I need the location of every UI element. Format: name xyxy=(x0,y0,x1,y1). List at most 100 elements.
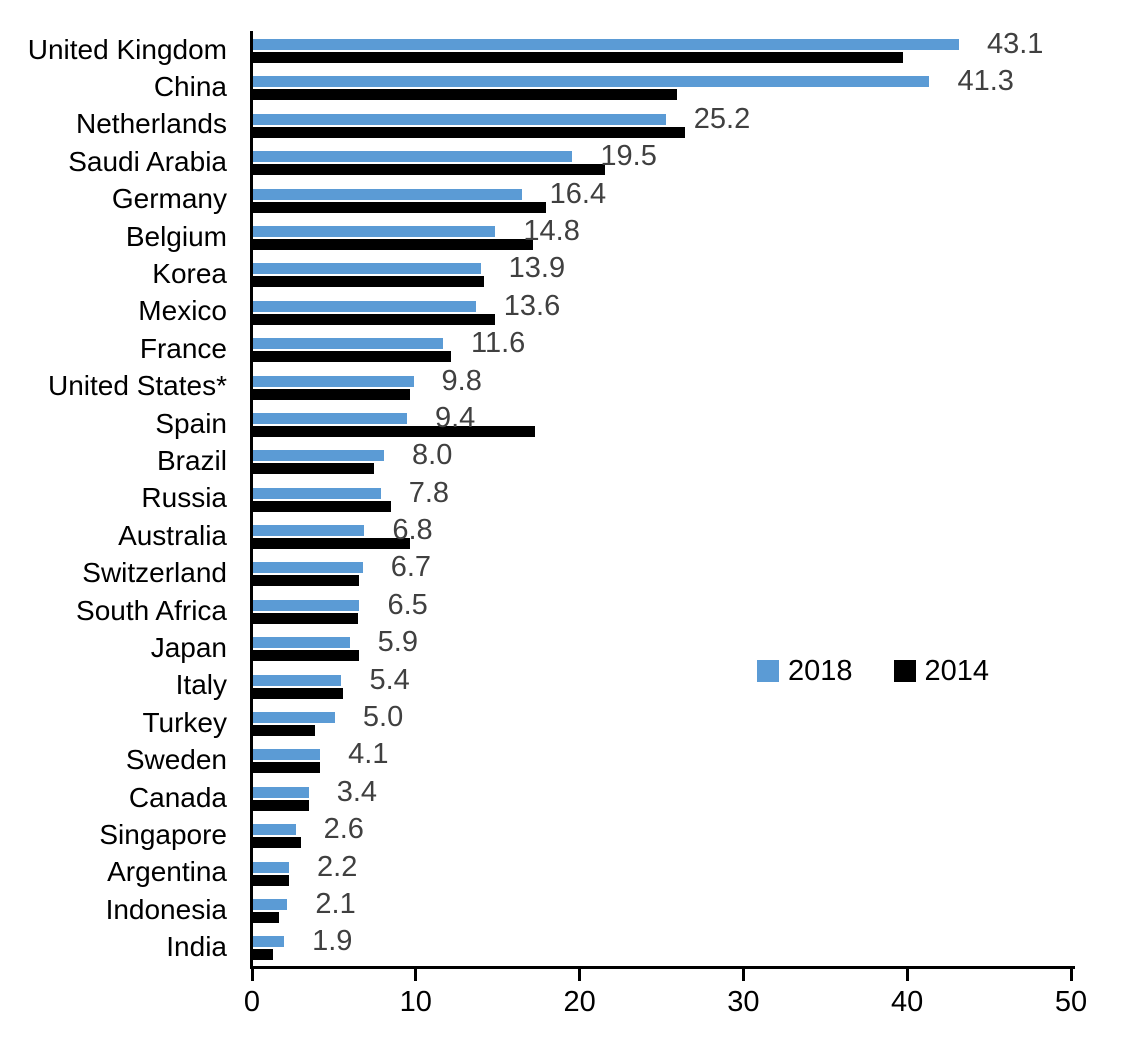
bar-2014 xyxy=(253,949,273,961)
category-label: Mexico xyxy=(138,295,227,327)
value-label: 7.8 xyxy=(408,476,450,509)
chart-row: Belgium 14.8 xyxy=(0,215,1123,255)
value-label: 16.4 xyxy=(549,177,607,210)
value-label: 2.2 xyxy=(317,850,358,883)
chart-row: France 11.6 xyxy=(0,327,1123,367)
x-axis-tick-label: 30 xyxy=(727,986,760,1018)
category-label: China xyxy=(153,71,227,103)
category-label: Italy xyxy=(175,669,227,701)
value-label: 41.3 xyxy=(957,65,1014,98)
bar-2018 xyxy=(253,375,414,387)
bar-2018 xyxy=(253,749,321,761)
bar-2014 xyxy=(253,351,452,363)
category-label: Sweden xyxy=(125,744,227,776)
chart-row: China 41.3 xyxy=(0,65,1123,105)
bar-2014 xyxy=(253,799,309,811)
bar-2018 xyxy=(253,861,290,873)
x-axis-tick xyxy=(414,969,418,981)
bar-2018 xyxy=(253,674,342,686)
legend: 2018 2014 xyxy=(757,655,989,687)
bar-2018 xyxy=(253,599,360,611)
value-label: 5.4 xyxy=(369,663,410,696)
x-axis-line xyxy=(250,966,1075,969)
bar-2014 xyxy=(253,238,534,250)
chart-row: Saudi Arabia 19.5 xyxy=(0,141,1123,180)
category-label: South Africa xyxy=(76,594,227,626)
value-label: 25.2 xyxy=(693,102,751,135)
chart-row: Singapore 2.6 xyxy=(0,814,1123,853)
category-label: Belgium xyxy=(125,220,227,252)
category-label: Russia xyxy=(141,482,227,514)
value-label: 11.6 xyxy=(471,327,526,360)
y-axis-line xyxy=(250,31,253,969)
bar-2014 xyxy=(253,500,391,512)
value-label: 8.0 xyxy=(412,439,453,472)
category-label: Japan xyxy=(150,631,227,663)
bar-2014 xyxy=(253,201,547,213)
chart-row: South Africa 6.5 xyxy=(0,588,1123,629)
chart-row: Indonesia 2.1 xyxy=(0,888,1123,928)
value-label: 5.0 xyxy=(362,701,404,734)
value-label: 4.1 xyxy=(348,738,389,771)
chart-row: Russia 7.8 xyxy=(0,476,1123,517)
chart-row: Korea 13.9 xyxy=(0,253,1123,292)
category-label: United Kingdom xyxy=(27,33,227,65)
chart-row: United States* 9.8 xyxy=(0,365,1123,405)
x-axis-tick-label: 10 xyxy=(399,986,432,1018)
category-label: Switzerland xyxy=(82,557,227,589)
bar-2014 xyxy=(253,89,678,101)
category-label: United States* xyxy=(48,370,227,402)
value-label: 6.7 xyxy=(390,551,432,584)
bar-2018 xyxy=(253,824,296,836)
category-label: Netherlands xyxy=(76,108,227,140)
value-label: 1.9 xyxy=(312,925,353,958)
x-axis-tick xyxy=(905,969,909,981)
chart-row: Brazil 8.0 xyxy=(0,439,1123,479)
bar-2014 xyxy=(253,725,316,737)
value-label: 6.5 xyxy=(387,588,428,621)
chart-row: Mexico 13.6 xyxy=(0,290,1123,330)
bar-2018 xyxy=(253,487,381,499)
chart-row: Spain 9.4 xyxy=(0,402,1123,442)
category-label: Australia xyxy=(118,519,227,551)
bar-2014 xyxy=(253,538,411,550)
bar-2014 xyxy=(253,687,344,699)
bar-2018 xyxy=(253,562,363,574)
bar-2014 xyxy=(253,164,606,176)
bar-2018 xyxy=(253,898,288,910)
bar-2018 xyxy=(253,225,496,237)
value-label: 3.4 xyxy=(336,775,378,808)
legend-label: 2014 xyxy=(924,654,990,687)
chart-plot-area: United Kingdom 43.1 China 41.3 Netherlands 25… xyxy=(0,28,1123,966)
bar-2018 xyxy=(253,76,930,88)
category-label: Spain xyxy=(155,407,227,439)
x-axis-tick xyxy=(741,969,745,981)
legend-swatch-2018 xyxy=(757,660,779,682)
category-label: Canada xyxy=(128,781,227,813)
bar-2014 xyxy=(253,874,290,886)
chart-row: Sweden 4.1 xyxy=(0,738,1123,778)
bar-2014 xyxy=(253,425,535,437)
chart-row: India 1.9 xyxy=(0,925,1123,965)
chart-row: Germany 16.4 xyxy=(0,177,1123,218)
bar-2014 xyxy=(253,463,375,475)
bar-2018 xyxy=(253,786,309,798)
bar-2014 xyxy=(253,313,496,325)
x-axis-tick xyxy=(578,969,582,981)
category-label: France xyxy=(139,332,227,364)
chart-row: Switzerland 6.7 xyxy=(0,551,1123,591)
category-label: India xyxy=(166,931,227,963)
bar-2014 xyxy=(253,126,686,138)
category-label: Germany xyxy=(111,183,227,215)
x-axis-tick xyxy=(250,969,254,981)
value-label: 43.1 xyxy=(986,28,1044,60)
chart-row: Turkey 5.0 xyxy=(0,701,1123,741)
chart-row: Canada 3.4 xyxy=(0,775,1123,816)
x-axis-tick-label: 0 xyxy=(243,986,261,1018)
bar-2018 xyxy=(253,450,385,462)
bar-2014 xyxy=(253,388,411,400)
category-label: Indonesia xyxy=(105,893,227,925)
bar-2014 xyxy=(253,837,301,849)
bar-2018 xyxy=(253,936,285,948)
